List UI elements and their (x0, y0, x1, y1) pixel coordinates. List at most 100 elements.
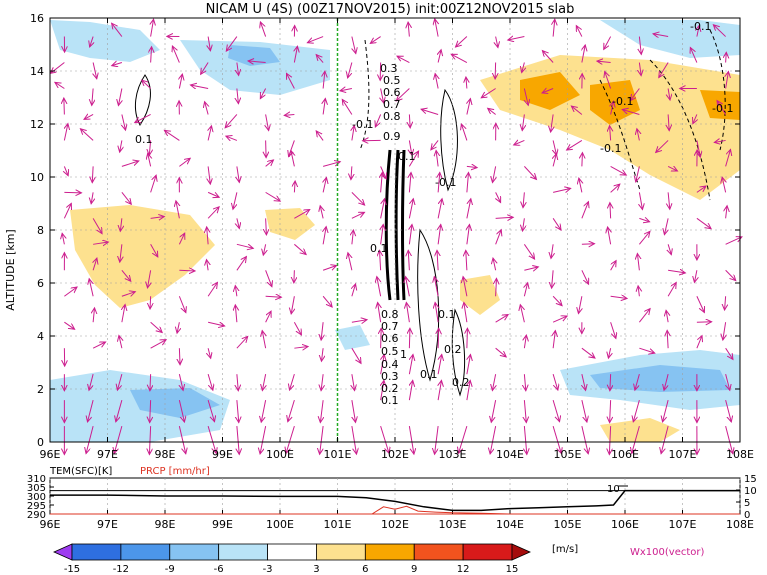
wind-vector-arrow (323, 98, 325, 115)
colorbar-tick-label: 3 (313, 564, 319, 575)
colorbar-segment (413, 543, 464, 561)
wind-vector-arrow (408, 151, 418, 167)
wind-vector-arrow (551, 114, 554, 132)
wind-vector-arrow (605, 71, 612, 89)
x-tick-label: 100E (266, 448, 294, 461)
wind-vector-arrow (553, 154, 556, 167)
wind-vector-arrow (524, 400, 526, 422)
wind-vector-arrow (496, 36, 498, 48)
wind-vector-arrow (552, 295, 562, 305)
wind-vector-arrow (225, 114, 238, 127)
wind-vector-arrow (323, 177, 326, 193)
wind-vector-arrow (523, 244, 534, 259)
wind-vector-arrow (378, 302, 381, 323)
wind-vector-arrow (466, 166, 477, 167)
left-tick-label: 300 (27, 492, 46, 503)
wind-vector-arrow (151, 47, 152, 63)
y-tick-label: 6 (37, 277, 44, 290)
wind-vector-arrow (150, 244, 158, 257)
wind-vector-arrow (464, 302, 467, 323)
contour-label: -0.1 (712, 102, 733, 115)
wind-vector-arrow (380, 425, 389, 453)
wind-vector-arrow (696, 217, 711, 228)
wind-vector-arrow (84, 114, 94, 119)
contour-label: 0.6 (383, 86, 401, 99)
wind-vector-arrow (697, 140, 700, 157)
wind-vector-arrow (694, 270, 696, 282)
wind-vector-arrow (552, 425, 561, 453)
wind-vector-arrow (55, 82, 65, 89)
wind-vector-arrow (408, 199, 413, 219)
wind-vector-arrow (667, 166, 677, 171)
wind-vector-arrow (348, 253, 352, 271)
wind-vector-arrow (178, 233, 184, 245)
wind-vector-arrow (64, 287, 77, 297)
wind-vector-arrow (316, 55, 324, 63)
wind-vector-arrow (208, 36, 210, 51)
wind-vector-arrow (179, 270, 195, 271)
wind-vector-arrow (284, 114, 295, 115)
wind-vector-arrow (611, 101, 614, 115)
wind-vector-arrow (62, 233, 64, 245)
wind-vector-arrow (491, 400, 497, 422)
wind-vector-arrow (553, 140, 556, 155)
left-tick-label: 305 (27, 483, 46, 494)
wind-vector-arrow (265, 270, 272, 286)
wind-vector-arrow (92, 342, 105, 349)
wind-vector-arrow (496, 192, 501, 202)
colorbar-tick-label: 15 (506, 564, 519, 575)
wind-vector-arrow (291, 150, 295, 167)
wind-vector-arrow (610, 374, 611, 391)
wind-vector-arrow (581, 270, 589, 284)
wind-vector-arrow (233, 192, 238, 209)
wind-vector-arrow (118, 88, 121, 105)
wind-vector-arrow (178, 296, 185, 312)
temperature-line (50, 489, 740, 512)
surface-x-tick-label: 98E (155, 518, 176, 531)
wind-vector-arrow (50, 62, 65, 74)
surface-x-tick-label: 108E (726, 518, 754, 531)
wind-vector-arrow (307, 36, 324, 43)
wind-vector-arrow (725, 425, 733, 453)
contour-label: 0.6 (381, 332, 399, 345)
wind-vector-arrow (435, 74, 438, 89)
wind-vector-arrow (438, 224, 441, 245)
wind-vector-arrow (322, 162, 340, 167)
x-tick-label: 97E (97, 448, 118, 461)
wind-vector-arrow (463, 277, 467, 297)
temperature-annotation: 10 (607, 484, 620, 495)
wind-vector-arrow (150, 374, 151, 391)
wind-vector-arrow (150, 296, 151, 309)
wind-vector-arrow (201, 62, 209, 75)
wind-vector-arrow (495, 62, 496, 79)
wind-vector-arrow (552, 316, 567, 323)
wind-vector-arrow (639, 36, 641, 55)
wind-vector-arrow (294, 181, 295, 193)
wind-vector-arrow (633, 399, 640, 422)
right-tick-label: 0 (744, 510, 750, 521)
wind-vector-arrow (351, 320, 367, 323)
wind-vector-arrow (725, 269, 736, 280)
wind-vector-arrow (524, 283, 527, 297)
wind-vector-arrow (64, 321, 74, 329)
contour-label: 0.8 (381, 308, 399, 321)
wind-vector-arrow (610, 203, 611, 219)
surface-x-tick-label: 105E (554, 518, 582, 531)
wind-vector-arrow (437, 250, 438, 271)
contour-label: 0.3 (380, 62, 398, 75)
surface-x-tick-label: 100E (266, 518, 294, 531)
y-tick-label: 0 (37, 436, 44, 449)
surface-x-tick-label: 96E (40, 518, 61, 531)
wind-vector-arrow (635, 374, 640, 390)
wind-vector-arrow (135, 114, 151, 122)
wind-vector-arrow (150, 400, 151, 422)
contour-label: 0.5 (381, 345, 399, 358)
wind-vector-arrow (406, 302, 409, 323)
wind-vector-arrow (578, 296, 581, 313)
surface-x-tick-label: 106E (611, 518, 639, 531)
wind-vector-arrow (207, 425, 216, 453)
wind-vector-arrow (236, 243, 253, 248)
wind-vector-arrow (380, 166, 387, 178)
wind-vector-arrow (639, 347, 654, 353)
wind-vector-arrow (235, 286, 237, 297)
